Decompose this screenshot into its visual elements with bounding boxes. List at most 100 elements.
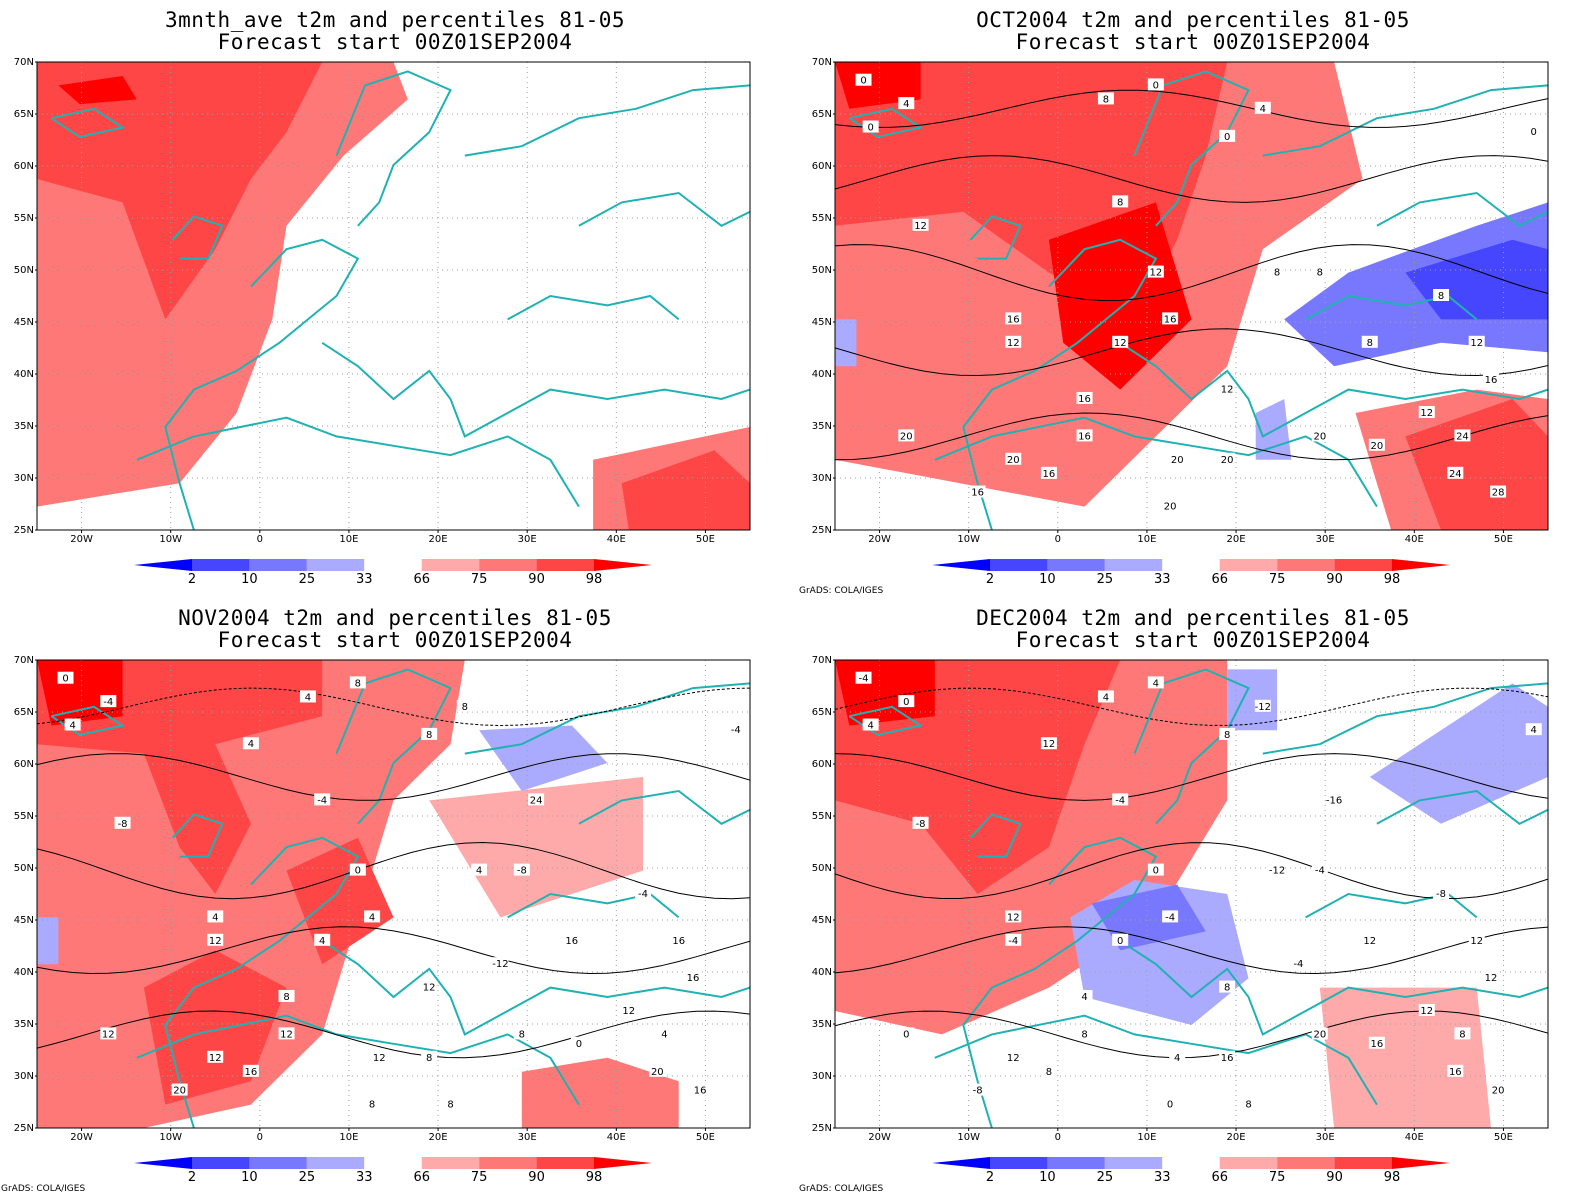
contour-label: 8 xyxy=(1245,1100,1251,1111)
contour-label: 16 xyxy=(1221,1053,1234,1064)
contour-label-box xyxy=(100,1027,117,1040)
latitude-label: 50N xyxy=(14,863,34,874)
longitude-label: 30E xyxy=(1316,534,1335,545)
contour-label: 20 xyxy=(651,1067,664,1078)
colorbar-box xyxy=(536,559,594,571)
map-dec2004: -4 0 4 4 4 8 -12 -8 -4 0 -12 -4 -8 12 -4 0 -4 8 12 12 4 0 8 12 8… xyxy=(812,655,1549,1185)
contour-label-box xyxy=(1311,863,1328,876)
colorbar-box xyxy=(1047,559,1105,571)
contour-line xyxy=(835,328,1548,377)
contour-label: 0 xyxy=(860,76,866,87)
contour-label-box xyxy=(969,485,986,498)
contour-label: 16 xyxy=(565,936,578,947)
coastline xyxy=(171,215,224,260)
latitude-label: 30N xyxy=(812,473,832,484)
colorbar-box xyxy=(990,559,1048,571)
latitude-label: 45N xyxy=(14,915,34,926)
contour-label: -8 xyxy=(517,866,527,877)
colorbar-label: 66 xyxy=(413,1170,430,1185)
contour-label-box xyxy=(456,699,473,712)
longitude-label: 30E xyxy=(518,534,537,545)
contour-label: 4 xyxy=(1174,1053,1180,1064)
latitude-label: 65N xyxy=(14,109,34,120)
colorbar-label: 75 xyxy=(1269,572,1286,587)
latitude-label: 60N xyxy=(14,759,34,770)
longitude-label: 0 xyxy=(1055,534,1061,545)
contour-label: 8 xyxy=(447,1100,453,1111)
latitude-label: 30N xyxy=(812,1071,832,1082)
contour-label-box xyxy=(1482,971,1499,984)
contour-label: -8 xyxy=(973,1086,983,1097)
colorbar-label: 33 xyxy=(1154,1170,1171,1185)
contour-label-box xyxy=(171,1083,188,1096)
colorbar-label: 10 xyxy=(1039,572,1056,587)
percentile-shading xyxy=(835,319,857,367)
percentile-shading xyxy=(1405,399,1548,530)
latitude-label: 50N xyxy=(812,265,832,276)
contour-label-box xyxy=(421,1050,438,1063)
latitude-label: 50N xyxy=(14,265,34,276)
contour-label: 0 xyxy=(1531,127,1537,138)
colorbar-label: 25 xyxy=(1097,572,1114,587)
contour-label-box xyxy=(1433,289,1450,301)
colorbar-label: 75 xyxy=(471,572,488,587)
contour-label: 20 xyxy=(1007,455,1020,466)
contour-label-box xyxy=(349,863,366,876)
contour-label-box xyxy=(862,718,879,731)
latitude-label: 45N xyxy=(812,317,832,328)
map-frame xyxy=(834,659,1549,1129)
contour-label: 12 xyxy=(1114,338,1127,349)
colorbar: 2 10 25 33 66 75 90 98 xyxy=(134,559,652,587)
latitude-label: 55N xyxy=(14,811,34,822)
contour-label: 16 xyxy=(1164,314,1177,325)
contour-label-box xyxy=(862,120,879,133)
contour-label: 16 xyxy=(1078,394,1091,405)
contour-label-box xyxy=(1311,429,1328,442)
contour-label-box xyxy=(1219,1050,1236,1063)
colorbar-box xyxy=(1104,559,1163,571)
coastline xyxy=(1305,294,1478,321)
contour-label-box xyxy=(1311,265,1328,278)
contour-label: 12 xyxy=(209,1053,222,1064)
coastline xyxy=(969,215,1022,260)
panel-title: DEC2004 t2m and percentiles 81-05 xyxy=(976,606,1410,630)
contour-label: 16 xyxy=(1043,469,1056,480)
contour-label: 8 xyxy=(355,678,361,689)
contour-label-box xyxy=(1005,910,1022,923)
contour-label-box xyxy=(570,1036,587,1049)
latitude-label: 45N xyxy=(14,317,34,328)
colorbar-box xyxy=(1277,1157,1335,1169)
coastline xyxy=(164,238,360,530)
contour-label: 12 xyxy=(1420,408,1433,419)
longitude-label: 20E xyxy=(1227,534,1246,545)
contour-label-box xyxy=(727,723,744,736)
percentile-shading xyxy=(37,660,123,726)
contour-label-box xyxy=(1418,406,1435,418)
longitude-label: 0 xyxy=(1055,1132,1061,1143)
contour-label-box xyxy=(421,727,438,740)
longitude-label: 30E xyxy=(518,1132,537,1143)
contour-label-box xyxy=(912,816,929,829)
latitude-label: 60N xyxy=(14,161,34,172)
contour-label-box xyxy=(278,989,295,1002)
contour-label-box xyxy=(1290,957,1307,970)
contour-label-box xyxy=(656,1027,673,1040)
contour-line xyxy=(37,1010,750,1059)
percentile-shading xyxy=(37,917,59,965)
colorbar-label: 75 xyxy=(471,1170,488,1185)
contour-label-box xyxy=(242,737,259,750)
latitude-label: 35N xyxy=(812,1019,832,1030)
contour-line xyxy=(37,841,750,900)
contour-label: 0 xyxy=(1167,1100,1173,1111)
colorbar-arrow-low xyxy=(932,1157,990,1169)
contour-label: 12 xyxy=(373,1053,386,1064)
colorbar-label: 98 xyxy=(1384,1170,1401,1185)
contour-label-box xyxy=(1112,195,1129,208)
contour-label-box xyxy=(528,793,545,806)
contour-label: 8 xyxy=(1224,983,1230,994)
colorbar-label: 2 xyxy=(986,1170,994,1185)
contour-label: 16 xyxy=(971,488,984,499)
coastline xyxy=(136,1014,580,1106)
map-plot-area: -4 0 4 4 4 8 -12 -8 -4 0 -12 -4 -8 12 -4 0 -4 8 12 12 4 0 8 12 8… xyxy=(834,659,1549,1129)
coastline xyxy=(50,107,126,138)
